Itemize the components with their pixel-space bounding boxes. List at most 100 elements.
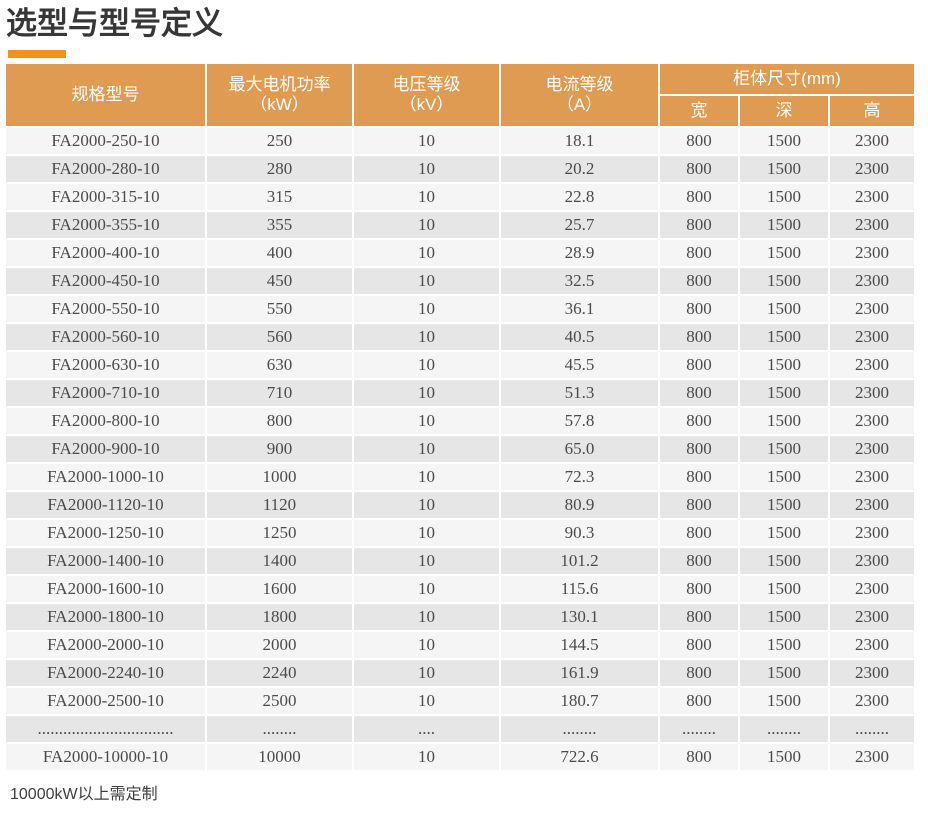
table-cell: 450: [207, 268, 352, 294]
table-cell: 710: [207, 380, 352, 406]
table-cell: 630: [207, 352, 352, 378]
table-cell: 800: [660, 744, 738, 770]
table-cell: 10: [354, 520, 499, 546]
table-cell: 10: [354, 156, 499, 182]
table-cell: 1500: [740, 380, 828, 406]
table-cell: 2300: [830, 492, 915, 518]
table-cell: FA2000-800-10: [6, 408, 205, 434]
table-cell: 10000: [207, 744, 352, 770]
table-header-row-top: 规格型号 最大电机功率 （kW） 电压等级 （kV） 电流等级 （A） 柜体尺寸…: [6, 64, 915, 126]
table-cell: 10: [354, 128, 499, 154]
table-cell: FA2000-280-10: [6, 156, 205, 182]
table-cell: 10: [354, 212, 499, 238]
table-cell: 10: [354, 576, 499, 602]
table-cell: 1500: [740, 520, 828, 546]
table-row: FA2000-550-10 550 10 36.1 800 1500 2300: [6, 296, 915, 322]
table-cell: 180.7: [501, 688, 658, 714]
table-cell: FA2000-1600-10: [6, 576, 205, 602]
col-header-power: 最大电机功率 （kW）: [207, 64, 352, 126]
table-cell: 722.6: [501, 744, 658, 770]
table-cell: 10: [354, 660, 499, 686]
table-cell: 1500: [740, 184, 828, 210]
table-cell: 1120: [207, 492, 352, 518]
table-row: FA2000-800-10 800 10 57.8 800 1500 2300: [6, 408, 915, 434]
table-cell: FA2000-550-10: [6, 296, 205, 322]
table-cell: 10: [354, 548, 499, 574]
table-cell: 800: [660, 352, 738, 378]
table-cell: FA2000-450-10: [6, 268, 205, 294]
table-cell: 1800: [207, 604, 352, 630]
table-cell: 2300: [830, 632, 915, 658]
col-header-cabinet-depth: 深: [740, 96, 828, 126]
table-cell: 10: [354, 184, 499, 210]
table-cell: 1500: [740, 240, 828, 266]
table-cell: 2300: [830, 408, 915, 434]
table-cell: 1500: [740, 156, 828, 182]
table-cell: 10: [354, 352, 499, 378]
table-cell: FA2000-2240-10: [6, 660, 205, 686]
table-row: FA2000-1120-10 1120 10 80.9 800 1500 2300: [6, 492, 915, 518]
model-selection-table: 规格型号 最大电机功率 （kW） 电压等级 （kV） 电流等级 （A） 柜体尺寸…: [4, 62, 916, 772]
table-cell: 800: [660, 296, 738, 322]
table-cell: 2300: [830, 324, 915, 350]
table-cell: 10: [354, 632, 499, 658]
table-cell: FA2000-10000-10: [6, 744, 205, 770]
table-cell: 1500: [740, 268, 828, 294]
table-cell: 2300: [830, 548, 915, 574]
col-header-current-label: 电流等级: [545, 74, 614, 94]
table-cell: 1250: [207, 520, 352, 546]
table-cell: 900: [207, 436, 352, 462]
table-cell: 1500: [740, 548, 828, 574]
table-body: FA2000-250-10 250 10 18.1 800 1500 2300 FA2000-…: [6, 128, 915, 770]
table-cell: 2300: [830, 436, 915, 462]
table-row: FA2000-1800-10 1800 10 130.1 800 1500 2300: [6, 604, 915, 630]
table-cell: 25.7: [501, 212, 658, 238]
table-cell: 800: [660, 268, 738, 294]
table-cell: 115.6: [501, 576, 658, 602]
table-cell: 130.1: [501, 604, 658, 630]
table-cell: 144.5: [501, 632, 658, 658]
table-cell: 10: [354, 324, 499, 350]
table-cell: FA2000-315-10: [6, 184, 205, 210]
table-header-row-sub: 宽 深 高: [6, 96, 915, 126]
table-row: FA2000-450-10 450 10 32.5 800 1500 2300: [6, 268, 915, 294]
table-row: FA2000-400-10 400 10 28.9 800 1500 2300: [6, 240, 915, 266]
table-cell: 2240: [207, 660, 352, 686]
table-row: FA2000-1600-10 1600 10 115.6 800 1500 2300: [6, 576, 915, 602]
table-row: FA2000-280-10 280 10 20.2 800 1500 2300: [6, 156, 915, 182]
table-cell: 2300: [830, 576, 915, 602]
table-cell: 550: [207, 296, 352, 322]
table-cell: ................................: [6, 716, 205, 742]
table-cell: ........: [501, 716, 658, 742]
table-cell: 1500: [740, 688, 828, 714]
table-cell: 800: [660, 660, 738, 686]
table-cell: 800: [660, 380, 738, 406]
table-cell: 800: [660, 156, 738, 182]
table-cell: ........: [660, 716, 738, 742]
table-cell: FA2000-1400-10: [6, 548, 205, 574]
table-cell: 1500: [740, 660, 828, 686]
table-cell: 800: [660, 184, 738, 210]
table-cell: 80.9: [501, 492, 658, 518]
table-cell: 1500: [740, 296, 828, 322]
table-cell: 2300: [830, 352, 915, 378]
table-cell: 1500: [740, 744, 828, 770]
table-cell: 36.1: [501, 296, 658, 322]
table-cell: 800: [660, 212, 738, 238]
table-cell: FA2000-1800-10: [6, 604, 205, 630]
table-cell: 2300: [830, 184, 915, 210]
table-cell: 20.2: [501, 156, 658, 182]
table-row: FA2000-710-10 710 10 51.3 800 1500 2300: [6, 380, 915, 406]
table-cell: 1500: [740, 212, 828, 238]
table-cell: 2300: [830, 240, 915, 266]
table-cell: FA2000-1120-10: [6, 492, 205, 518]
table-cell: 800: [660, 240, 738, 266]
table-cell: 1500: [740, 128, 828, 154]
table-cell: 10: [354, 296, 499, 322]
table-row: FA2000-1000-10 1000 10 72.3 800 1500 2300: [6, 464, 915, 490]
table-cell: 1000: [207, 464, 352, 490]
table-cell: 800: [660, 408, 738, 434]
table-cell: 1500: [740, 464, 828, 490]
table-cell: 10: [354, 380, 499, 406]
